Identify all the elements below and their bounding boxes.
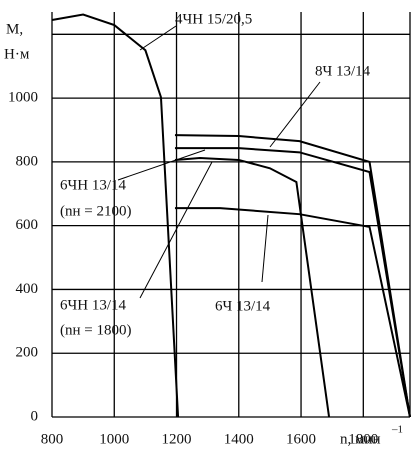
data-line [174, 157, 331, 418]
y-tick-label: 400 [16, 281, 39, 297]
annotation: 4ЧН 15/20,5 [175, 11, 252, 27]
annotation: (nн = 2100) [60, 203, 131, 219]
leader-line [269, 81, 321, 148]
y-tick-label: 1000 [8, 90, 38, 106]
y-tick-label: 600 [16, 217, 39, 233]
x-tick-label: 1000 [99, 431, 129, 447]
x-tick-label: 1200 [162, 431, 192, 447]
annotation: 6ЧН 13/14 [60, 297, 126, 313]
x-tick-label: 1800 [348, 431, 378, 447]
y-tick-label: 800 [16, 153, 39, 169]
annotation: (nн = 1800) [60, 322, 131, 338]
data-line [174, 147, 411, 418]
leader-line [139, 25, 177, 51]
y-tick-label: 200 [16, 345, 39, 361]
leader-line [117, 149, 206, 181]
annotation: 6Ч 13/14 [215, 298, 271, 314]
y-axis-label: М, [6, 21, 23, 37]
leader-line [139, 161, 213, 299]
annotation: 6ЧН 13/14 [60, 177, 126, 193]
x-tick-label: 800 [41, 431, 64, 447]
x-axis-label: n, мин [340, 431, 381, 447]
x-tick-label: 1400 [224, 431, 254, 447]
leader-line [261, 214, 269, 283]
y-axis-label: Н·м [4, 46, 30, 62]
data-line [51, 13, 180, 418]
annotation: 8Ч 13/14 [315, 63, 371, 79]
y-tick-label: 0 [31, 408, 39, 424]
data-line [174, 207, 411, 418]
x-axis-label: –1 [391, 424, 403, 436]
x-tick-label: 1600 [286, 431, 316, 447]
data-line [174, 134, 411, 418]
